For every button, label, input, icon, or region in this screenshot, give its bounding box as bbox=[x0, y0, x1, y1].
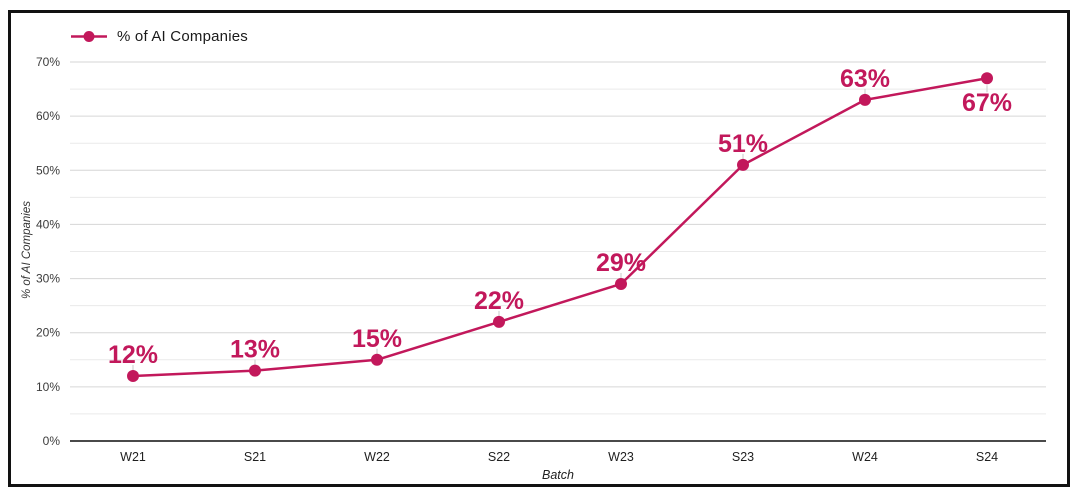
x-tick-label: W23 bbox=[608, 450, 634, 464]
y-tick-label: 10% bbox=[36, 380, 60, 394]
data-point-label: 51% bbox=[718, 130, 768, 158]
y-tick-label: 30% bbox=[36, 272, 60, 286]
data-point-label: 67% bbox=[962, 89, 1012, 117]
data-point-label: 15% bbox=[352, 325, 402, 353]
y-tick-label: 50% bbox=[36, 163, 60, 177]
x-tick-label: W21 bbox=[120, 450, 146, 464]
legend-line-marker-icon bbox=[71, 31, 107, 42]
x-axis-title: Batch bbox=[542, 468, 574, 482]
legend-label: % of AI Companies bbox=[117, 28, 248, 45]
y-tick-label: 60% bbox=[36, 109, 60, 123]
data-point bbox=[615, 277, 627, 290]
data-point bbox=[249, 364, 261, 377]
data-point bbox=[127, 370, 139, 383]
data-point bbox=[493, 315, 505, 328]
data-point bbox=[371, 353, 383, 366]
y-axis-title: % of AI Companies bbox=[21, 200, 33, 300]
y-tick-label: 70% bbox=[36, 55, 60, 69]
data-point-label: 22% bbox=[474, 287, 524, 315]
y-tick-label: 20% bbox=[36, 326, 60, 340]
y-tick-label: 0% bbox=[43, 434, 61, 448]
legend: % of AI Companies bbox=[70, 28, 248, 45]
data-point-label: 63% bbox=[840, 65, 890, 93]
x-tick-label: S23 bbox=[732, 450, 754, 464]
x-tick-label: S24 bbox=[976, 450, 998, 464]
series-line bbox=[132, 77, 988, 378]
data-point-label: 12% bbox=[108, 341, 158, 369]
data-point-label: 13% bbox=[230, 336, 280, 364]
y-tick-label: 40% bbox=[36, 217, 60, 231]
x-tick-label: W22 bbox=[364, 450, 390, 464]
data-point bbox=[859, 93, 871, 106]
x-tick-label: S21 bbox=[244, 450, 266, 464]
x-tick-label: S22 bbox=[488, 450, 510, 464]
x-tick-label: W24 bbox=[852, 450, 878, 464]
data-point bbox=[737, 158, 749, 171]
data-point-label: 29% bbox=[596, 249, 646, 277]
data-point bbox=[981, 72, 993, 85]
